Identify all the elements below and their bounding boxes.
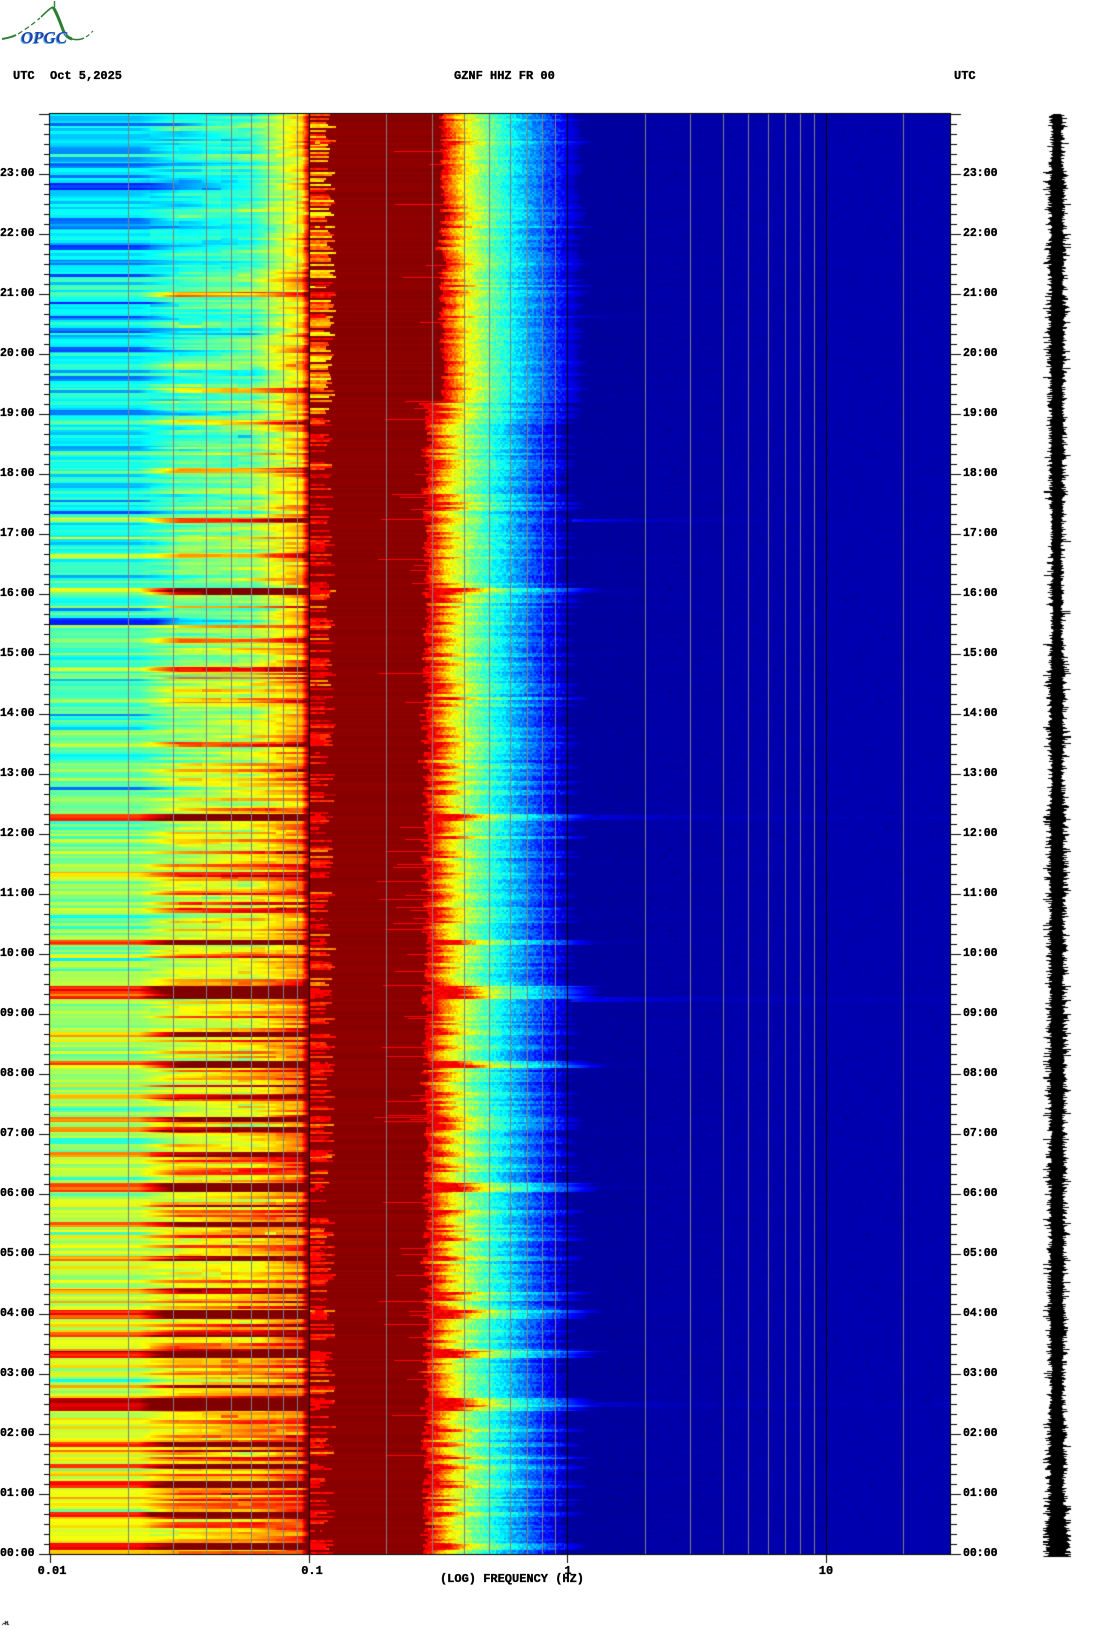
svg-text:OPGC: OPGC <box>21 28 68 47</box>
svg-text:OPGC: OPGC <box>20 29 67 48</box>
